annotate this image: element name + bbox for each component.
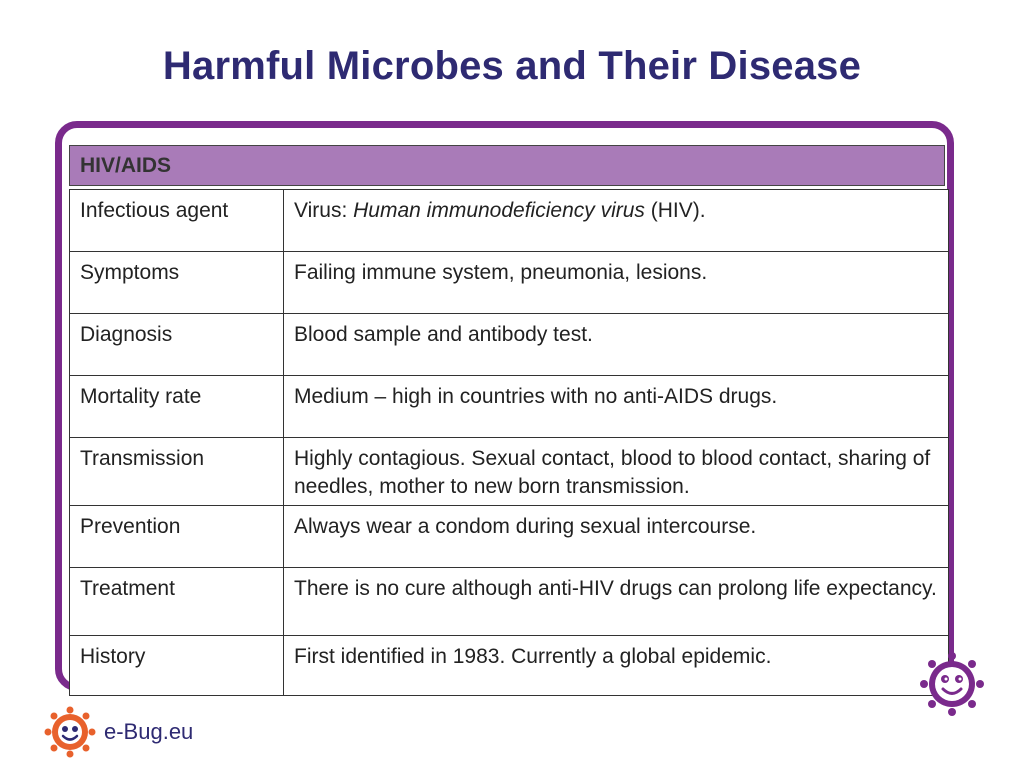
row-label: Prevention (69, 505, 284, 568)
table-row: Symptoms Failing immune system, pneumoni… (69, 251, 949, 314)
row-value: Virus: Human immunodeficiency virus (HIV… (283, 189, 949, 252)
microbe-logo-icon (920, 652, 984, 716)
brand-text: e-Bug.eu (104, 719, 194, 744)
table-row: Infectious agent Virus: Human immunodefi… (69, 189, 949, 252)
table-row: History First identified in 1983. Curren… (69, 635, 949, 696)
row-value: Blood sample and antibody test. (283, 313, 949, 376)
page-title: Harmful Microbes and Their Disease (162, 44, 862, 88)
table-row: Diagnosis Blood sample and antibody test… (69, 313, 949, 376)
disease-info-table: Infectious agent Virus: Human immunodefi… (69, 189, 949, 696)
row-label: Mortality rate (69, 375, 284, 438)
table-row: Treatment There is no cure although anti… (69, 567, 949, 636)
disease-heading: HIV/AIDS (69, 145, 945, 186)
table-row: Transmission Highly contagious. Sexual c… (69, 437, 949, 506)
row-label: Infectious agent (69, 189, 284, 252)
row-label: Treatment (69, 567, 284, 636)
row-value: There is no cure although anti-HIV drugs… (283, 567, 949, 636)
row-label: Transmission (69, 437, 284, 506)
table-row: Prevention Always wear a condom during s… (69, 505, 949, 568)
row-value: Failing immune system, pneumonia, lesion… (283, 251, 949, 314)
value-prefix: Virus: (294, 199, 354, 222)
row-value: Medium – high in countries with no anti-… (283, 375, 949, 438)
row-label: Symptoms (69, 251, 284, 314)
row-label: History (69, 635, 284, 696)
ebug-logo-icon (44, 706, 96, 758)
row-label: Diagnosis (69, 313, 284, 376)
value-italic: Human immunodeficiency virus (353, 199, 645, 222)
row-value: Highly contagious. Sexual contact, blood… (283, 437, 949, 506)
row-value: First identified in 1983. Currently a gl… (283, 635, 949, 696)
ebug-brand: e-Bug.eu (44, 706, 214, 758)
table-row: Mortality rate Medium – high in countrie… (69, 375, 949, 438)
value-suffix: (HIV). (644, 199, 706, 222)
row-value: Always wear a condom during sexual inter… (283, 505, 949, 568)
